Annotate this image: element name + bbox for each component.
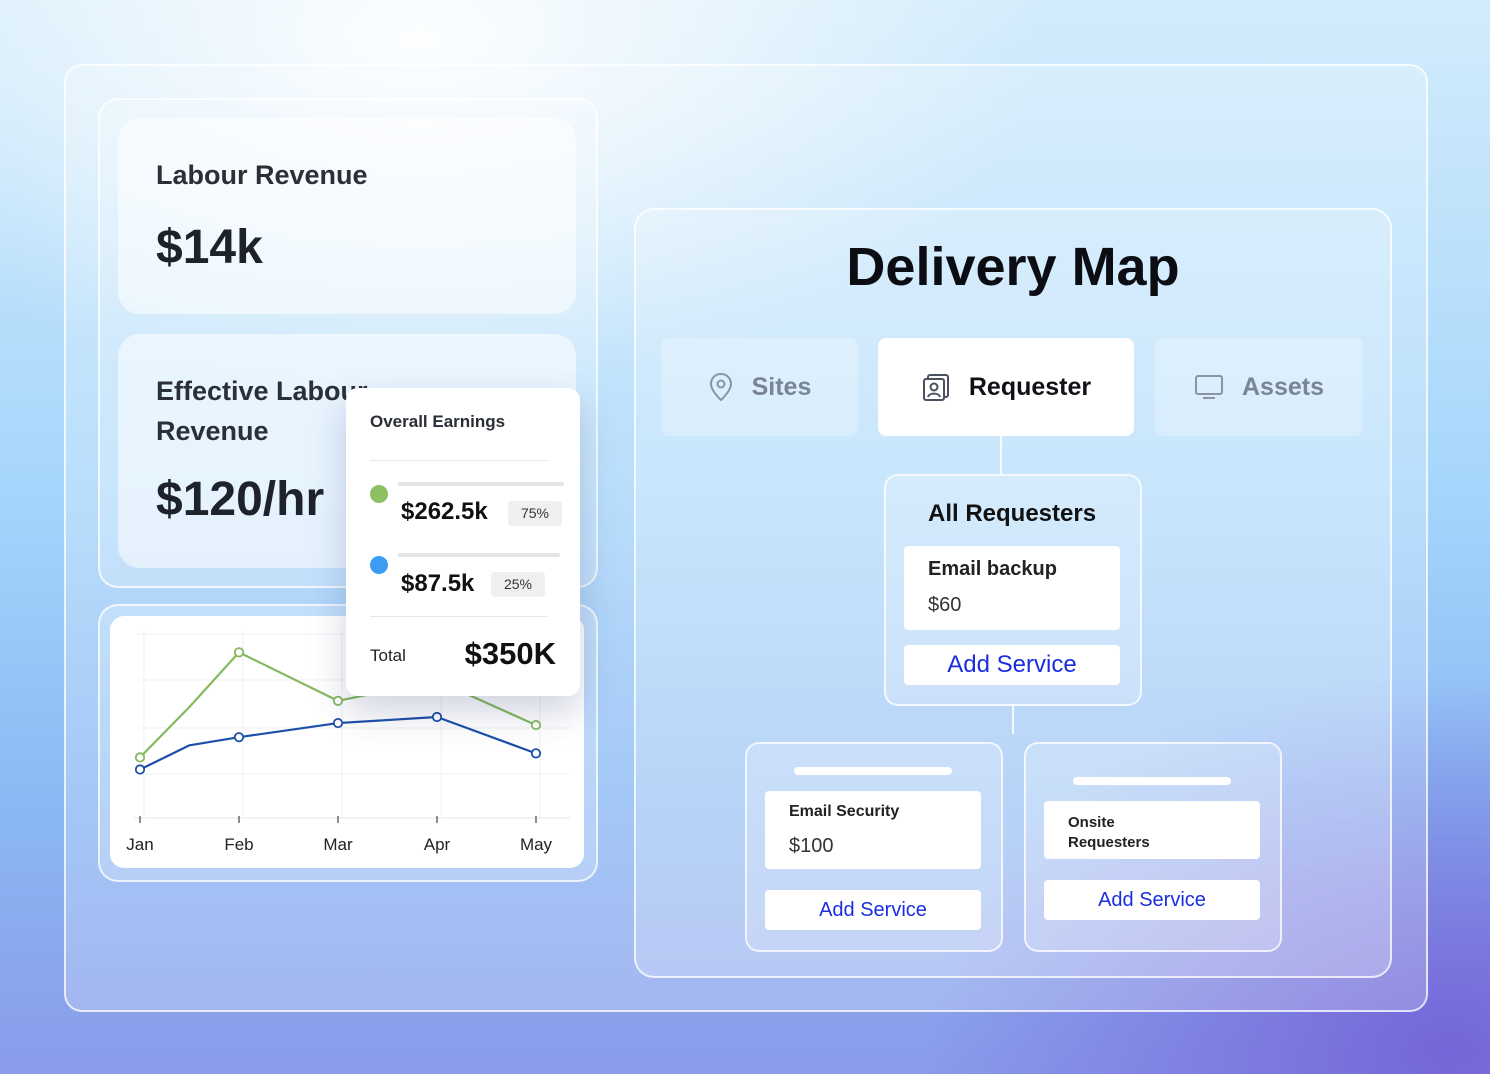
email-backup-card: Email backup $60 — [904, 546, 1120, 630]
earnings-amount: $87.5k — [401, 570, 475, 597]
service-name-line1: Onsite — [1068, 814, 1115, 831]
add-service-button[interactable]: Add Service — [1044, 880, 1260, 920]
tab-sites[interactable]: Sites — [661, 338, 858, 436]
x-tick-label: Mar — [323, 835, 353, 854]
email-security-card: Email Security $100 — [765, 791, 981, 869]
blue-point — [332, 717, 344, 729]
green-point — [233, 647, 245, 658]
labour-revenue-title: Labour Revenue — [156, 160, 368, 190]
monitor-icon — [1194, 373, 1224, 401]
x-tick-label: Apr — [424, 835, 451, 854]
effective-title-line2: Revenue — [156, 416, 269, 446]
tab-assets[interactable]: Assets — [1155, 338, 1363, 436]
contact-card-icon — [921, 372, 951, 402]
earnings-divider-bottom — [370, 616, 548, 617]
x-tick-label: Feb — [224, 835, 253, 854]
tree-connector — [1000, 436, 1002, 474]
effective-title-line1: Effective Labour — [156, 376, 368, 406]
service-price: $100 — [789, 835, 834, 857]
green-point — [332, 695, 344, 706]
add-service-button[interactable]: Add Service — [765, 890, 981, 930]
all-requesters-title: All Requesters — [928, 500, 1097, 527]
service-name-line2: Requesters — [1068, 834, 1150, 851]
green-point — [134, 752, 146, 763]
tab-requester-label: Requester — [968, 372, 1092, 401]
map-pin-icon — [708, 372, 734, 402]
service-price: $60 — [928, 594, 962, 616]
blue-point — [431, 711, 443, 723]
tree-connector — [1012, 704, 1014, 734]
service-name: Onsite Requesters — [1068, 813, 1150, 853]
overall-earnings-popup: Overall Earnings $262.5k 75% $87.5k 25% … — [346, 388, 580, 696]
tab-requester[interactable]: Requester — [878, 338, 1134, 436]
earnings-bar — [398, 553, 560, 557]
earnings-bar — [398, 482, 564, 486]
x-tick-label: Jan — [126, 835, 153, 854]
earnings-percent-badge: 25% — [491, 572, 545, 597]
node-header-pill — [794, 767, 952, 775]
blue-point — [530, 748, 542, 759]
blue-series-line — [139, 715, 537, 771]
earnings-total-value: $350K — [464, 636, 556, 671]
onsite-requesters-card: Onsite Requesters — [1044, 801, 1260, 859]
delivery-map-title: Delivery Map — [846, 237, 1180, 297]
earnings-amount: $262.5k — [401, 498, 488, 525]
x-tick-label: May — [520, 835, 553, 854]
earnings-percent-badge: 75% — [508, 501, 562, 526]
earnings-dot-green — [370, 485, 388, 503]
blue-point — [233, 732, 245, 743]
green-point — [530, 719, 542, 731]
earnings-divider-top — [370, 460, 548, 461]
tab-sites-label: Sites — [751, 372, 812, 401]
add-service-button[interactable]: Add Service — [904, 645, 1120, 685]
earnings-dot-blue — [370, 556, 388, 574]
earnings-title: Overall Earnings — [370, 412, 506, 431]
labour-revenue-value: $14k — [156, 221, 263, 274]
labour-revenue-card: Labour Revenue $14k — [118, 118, 576, 314]
earnings-total-label: Total — [370, 646, 406, 665]
tab-assets-label: Assets — [1242, 372, 1324, 401]
service-name: Email backup — [928, 558, 1057, 580]
node-header-pill — [1073, 777, 1231, 785]
effective-labour-revenue-value: $120/hr — [156, 473, 325, 526]
blue-point — [134, 764, 146, 775]
service-name: Email Security — [789, 803, 900, 820]
effective-labour-revenue-title: Effective Labour Revenue — [156, 371, 368, 451]
